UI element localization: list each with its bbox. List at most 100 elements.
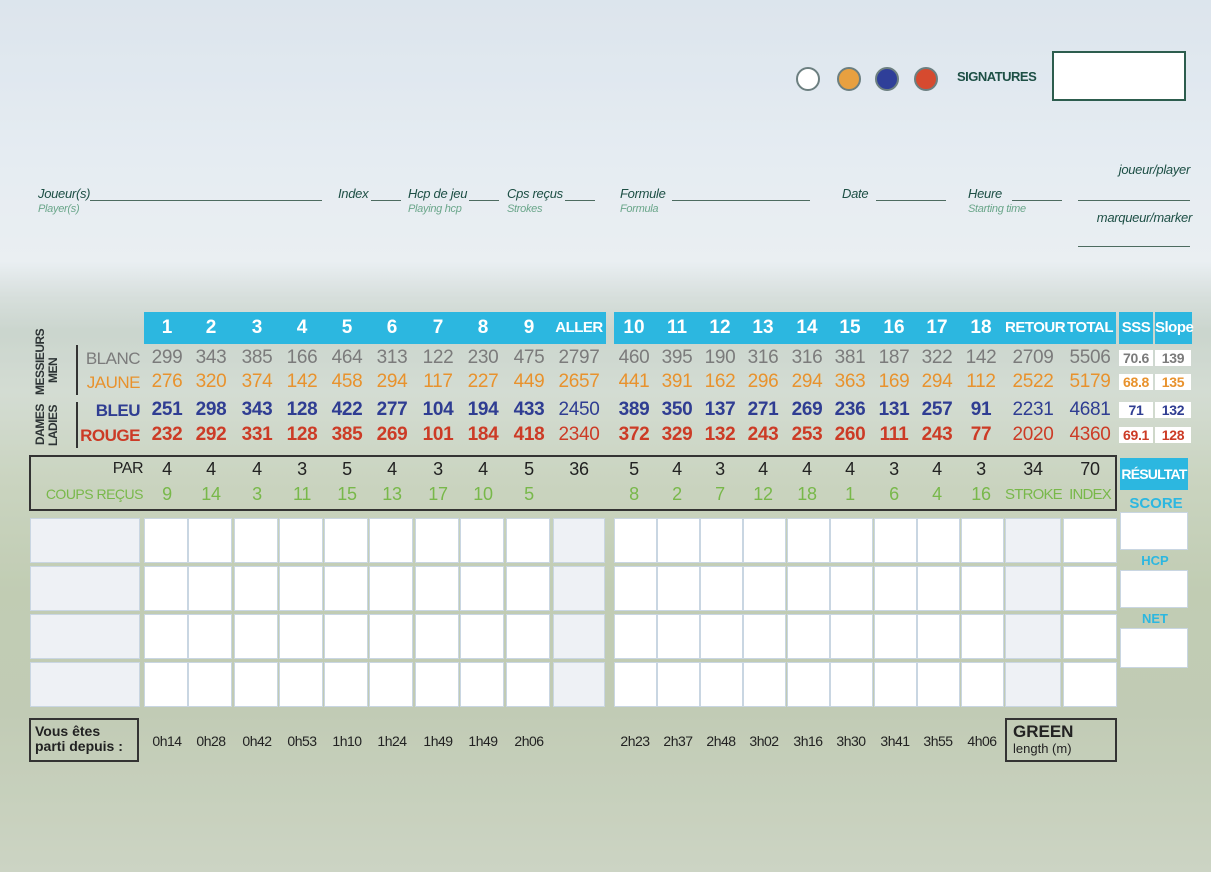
score-cell[interactable]: [874, 614, 917, 659]
score-cell[interactable]: [188, 518, 232, 563]
score-cell[interactable]: [917, 566, 960, 611]
score-cell[interactable]: [614, 662, 657, 707]
date-field[interactable]: [876, 200, 946, 201]
score-cell[interactable]: [234, 518, 278, 563]
score-cell[interactable]: [234, 662, 278, 707]
score-cell[interactable]: [874, 518, 917, 563]
score-cell[interactable]: [830, 662, 873, 707]
score-cell[interactable]: [234, 566, 278, 611]
score-cell[interactable]: [460, 662, 504, 707]
strokes-field[interactable]: [565, 200, 595, 201]
player-field[interactable]: [90, 200, 322, 201]
score-cell[interactable]: [830, 566, 873, 611]
score-cell[interactable]: [188, 662, 232, 707]
score-cell[interactable]: [188, 614, 232, 659]
score-cell[interactable]: [700, 662, 743, 707]
score-cell[interactable]: [787, 614, 830, 659]
score-cell[interactable]: [917, 662, 960, 707]
score-cell[interactable]: [743, 566, 786, 611]
score-cell[interactable]: [614, 614, 657, 659]
score-cell[interactable]: [917, 614, 960, 659]
score-cell[interactable]: [460, 614, 504, 659]
aller-score-cell[interactable]: [553, 518, 605, 563]
player-name-cell[interactable]: [30, 662, 140, 707]
score-cell[interactable]: [144, 614, 188, 659]
score-cell[interactable]: [144, 662, 188, 707]
score-cell[interactable]: [324, 518, 368, 563]
score-cell[interactable]: [369, 566, 413, 611]
aller-score-cell[interactable]: [553, 566, 605, 611]
player-name-cell[interactable]: [30, 614, 140, 659]
score-cell[interactable]: [415, 662, 459, 707]
net-box[interactable]: [1120, 628, 1188, 668]
score-cell[interactable]: [324, 662, 368, 707]
signature-box[interactable]: [1052, 51, 1186, 101]
score-cell[interactable]: [830, 518, 873, 563]
score-cell[interactable]: [506, 518, 550, 563]
score-cell[interactable]: [874, 662, 917, 707]
score-cell[interactable]: [657, 518, 700, 563]
score-cell[interactable]: [188, 566, 232, 611]
formula-field[interactable]: [672, 200, 810, 201]
score-cell[interactable]: [961, 614, 1004, 659]
player-name-cell[interactable]: [30, 566, 140, 611]
score-cell[interactable]: [787, 518, 830, 563]
hcp-box[interactable]: [1120, 570, 1188, 608]
retour-score-cell[interactable]: [1005, 614, 1061, 659]
score-cell[interactable]: [144, 566, 188, 611]
score-cell[interactable]: [415, 566, 459, 611]
aller-score-cell[interactable]: [553, 614, 605, 659]
score-cell[interactable]: [460, 566, 504, 611]
score-cell[interactable]: [369, 518, 413, 563]
total-score-cell[interactable]: [1063, 518, 1117, 563]
score-cell[interactable]: [700, 566, 743, 611]
score-cell[interactable]: [657, 662, 700, 707]
score-cell[interactable]: [144, 518, 188, 563]
score-cell[interactable]: [787, 662, 830, 707]
score-cell[interactable]: [700, 518, 743, 563]
score-cell[interactable]: [506, 566, 550, 611]
score-cell[interactable]: [279, 518, 323, 563]
score-cell[interactable]: [961, 662, 1004, 707]
score-cell[interactable]: [743, 662, 786, 707]
retour-score-cell[interactable]: [1005, 518, 1061, 563]
score-cell[interactable]: [324, 566, 368, 611]
score-cell[interactable]: [506, 614, 550, 659]
score-cell[interactable]: [657, 566, 700, 611]
score-cell[interactable]: [369, 614, 413, 659]
score-cell[interactable]: [279, 662, 323, 707]
aller-score-cell[interactable]: [553, 662, 605, 707]
score-cell[interactable]: [657, 614, 700, 659]
score-cell[interactable]: [415, 614, 459, 659]
retour-score-cell[interactable]: [1005, 566, 1061, 611]
score-cell[interactable]: [743, 518, 786, 563]
score-cell[interactable]: [234, 614, 278, 659]
player-name-cell[interactable]: [30, 518, 140, 563]
score-cell[interactable]: [460, 518, 504, 563]
time-field[interactable]: [1012, 200, 1062, 201]
score-cell[interactable]: [279, 614, 323, 659]
total-score-cell[interactable]: [1063, 662, 1117, 707]
score-cell[interactable]: [279, 566, 323, 611]
score-cell[interactable]: [369, 662, 413, 707]
marker-signature-line[interactable]: [1078, 246, 1190, 247]
score-cell[interactable]: [830, 614, 873, 659]
retour-score-cell[interactable]: [1005, 662, 1061, 707]
score-cell[interactable]: [614, 518, 657, 563]
score-cell[interactable]: [874, 566, 917, 611]
score-cell[interactable]: [787, 566, 830, 611]
index-field[interactable]: [371, 200, 401, 201]
hcp-field[interactable]: [469, 200, 499, 201]
score-cell[interactable]: [700, 614, 743, 659]
score-cell[interactable]: [917, 518, 960, 563]
score-cell[interactable]: [415, 518, 459, 563]
player-signature-line[interactable]: [1078, 200, 1190, 201]
score-cell[interactable]: [961, 566, 1004, 611]
score-cell[interactable]: [743, 614, 786, 659]
score-cell[interactable]: [614, 566, 657, 611]
score-cell[interactable]: [506, 662, 550, 707]
score-cell[interactable]: [324, 614, 368, 659]
total-score-cell[interactable]: [1063, 614, 1117, 659]
score-cell[interactable]: [961, 518, 1004, 563]
score-box[interactable]: [1120, 512, 1188, 550]
